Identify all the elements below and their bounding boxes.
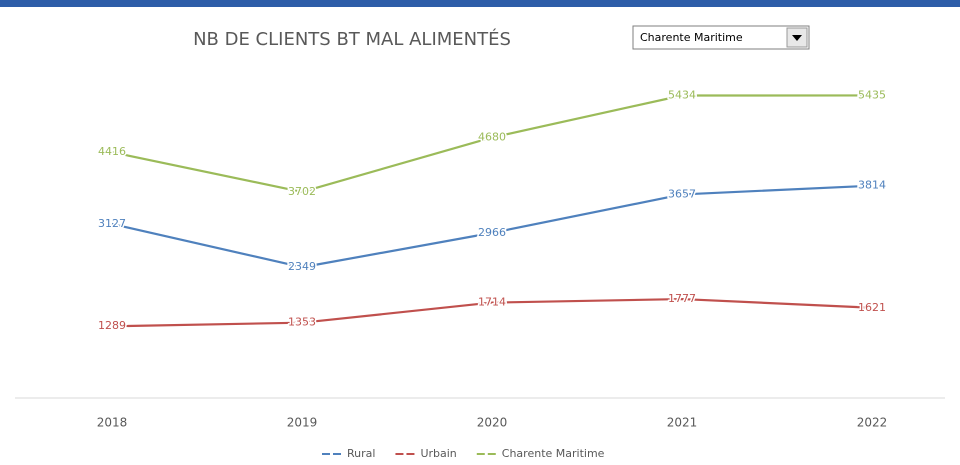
- data-label: 1714: [478, 296, 506, 309]
- data-label: 1621: [858, 301, 886, 314]
- data-label: 4416: [98, 145, 126, 158]
- data-label: 5435: [858, 88, 886, 101]
- legend-label: Charente Maritime: [502, 447, 605, 460]
- top-bar: [0, 0, 960, 7]
- x-tick-label: 2019: [287, 416, 318, 430]
- data-label: 2966: [478, 226, 506, 239]
- data-label: 4680: [478, 130, 506, 143]
- data-label: 1777: [668, 292, 696, 305]
- dropdown-arrow: [792, 35, 802, 41]
- data-label: 3127: [98, 217, 126, 230]
- dropdown-label[interactable]: Charente Maritime: [640, 31, 743, 44]
- data-label: 3702: [288, 185, 316, 198]
- chart-title: NB DE CLIENTS BT MAL ALIMENTÉS: [193, 28, 511, 50]
- data-label: 3657: [668, 187, 696, 200]
- x-tick-label: 2020: [477, 416, 508, 430]
- series-line: [111, 297, 873, 328]
- data-label: 5434: [668, 89, 696, 102]
- dropdown[interactable]: Charente Maritime: [632, 25, 810, 50]
- data-label: 2349: [288, 260, 316, 273]
- x-tick-label: 2021: [667, 416, 698, 430]
- series-line: [111, 94, 873, 194]
- x-tick-label: 2018: [97, 416, 128, 430]
- data-label: 1289: [98, 319, 126, 332]
- legend-label: Rural: [347, 447, 375, 460]
- dropdown-box[interactable]: [632, 25, 810, 50]
- x-tick-label: 2022: [857, 416, 888, 430]
- data-label: 3814: [858, 179, 886, 192]
- data-label: 1353: [288, 316, 316, 329]
- legend-label: Urbain: [420, 447, 456, 460]
- series-line: [111, 184, 873, 269]
